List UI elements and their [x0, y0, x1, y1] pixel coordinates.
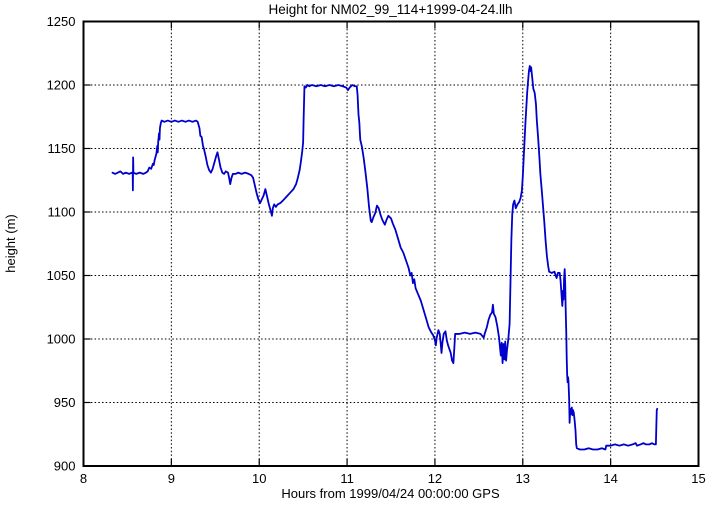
y-tick-label: 950	[54, 395, 76, 410]
x-axis-label: Hours from 1999/04/24 00:00:00 GPS	[281, 486, 500, 501]
x-tick-label: 13	[516, 471, 530, 486]
x-tick-label: 9	[168, 471, 175, 486]
chart-title: Height for NM02_99_114+1999-04-24.llh	[268, 2, 512, 17]
x-tick-label: 15	[691, 471, 705, 486]
x-tick-label: 12	[428, 471, 442, 486]
y-axis-label: height (m)	[3, 214, 18, 273]
x-tick-label: 10	[252, 471, 266, 486]
axis-tick-labels: 8 9 10 11 12 13 14 15 900 950 1000 1050 1100 1150 1200…	[47, 14, 706, 486]
x-tick-label: 11	[340, 471, 354, 486]
y-tick-label: 1250	[47, 14, 76, 29]
gridlines	[83, 21, 699, 466]
x-tick-label: 14	[603, 471, 617, 486]
y-tick-label: 1000	[47, 332, 76, 347]
axis-ticks	[82, 20, 700, 467]
y-tick-label: 900	[54, 459, 76, 474]
y-tick-label: 1150	[48, 141, 76, 156]
y-tick-label: 1050	[47, 268, 76, 283]
y-tick-label: 1200	[47, 78, 76, 93]
plot-border	[82, 20, 700, 467]
y-tick-label: 1100	[48, 205, 76, 220]
x-tick-label: 8	[80, 471, 87, 486]
height-trace	[111, 65, 659, 451]
